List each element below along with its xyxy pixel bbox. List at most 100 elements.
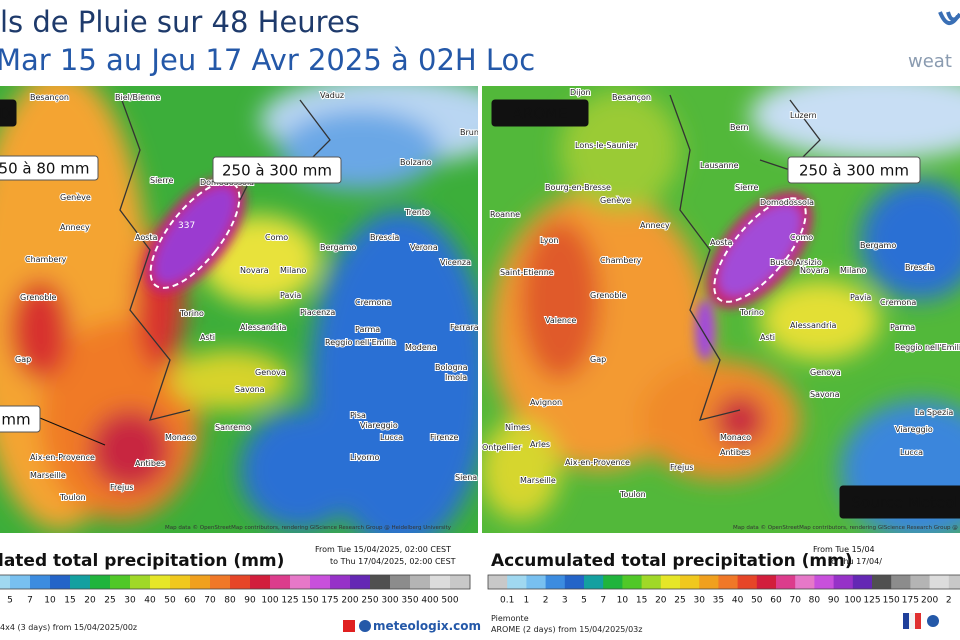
- city-label: Vicenza: [440, 258, 471, 267]
- scale-label: 200: [341, 596, 358, 606]
- scale-label: 30: [124, 596, 136, 606]
- colorbar-frame: [0, 574, 471, 590]
- city-label: Lausanne: [700, 161, 739, 170]
- city-label: Asti: [200, 333, 215, 342]
- city-label: Torino: [739, 308, 764, 317]
- scale-label: 300: [381, 596, 398, 606]
- scale-label: 1: [524, 596, 530, 606]
- colorbar-step: [910, 575, 931, 589]
- city-label: Aosta: [710, 238, 733, 247]
- colorbar-step: [756, 575, 777, 589]
- annotation: 50 à 80 mm: [0, 160, 89, 178]
- colorbar-step: [330, 575, 351, 589]
- city-label: Livorno: [350, 453, 380, 462]
- scale-label: 90: [828, 596, 840, 606]
- city-label: Genova: [255, 368, 286, 377]
- colorbar-step: [584, 575, 604, 589]
- attribution: Map data © OpenStreetMap contributors, r…: [733, 524, 960, 531]
- scale-label: 30: [693, 596, 705, 606]
- annotation-box: [839, 485, 960, 519]
- colorbar-step: [852, 575, 873, 589]
- colorbar-step: [929, 575, 950, 589]
- colorbar-step: [795, 575, 815, 589]
- colorbar-step: [230, 575, 251, 589]
- city-label: Arles: [530, 440, 550, 449]
- legend-title: Accumulated total precipitation (mm): [491, 551, 853, 571]
- city-label: Saint-Etienne: [500, 268, 554, 277]
- colorbar-step: [680, 575, 700, 589]
- colorbar-step: [90, 575, 111, 589]
- scale-label: 0.1: [500, 596, 514, 606]
- right-map: DijonBesançonChalon-sur-SaôneLons-le-Sau…: [482, 86, 960, 533]
- scale-label: 150: [301, 596, 318, 606]
- max-value: 337: [178, 221, 195, 231]
- colorbar-frame: [487, 574, 960, 590]
- city-label: Sierre: [150, 176, 173, 185]
- scale-label: 175: [902, 596, 919, 606]
- model-badge: AROME: [513, 105, 568, 123]
- city-label: Biel/Bienne: [115, 93, 160, 102]
- scale-label: 250: [361, 596, 378, 606]
- city-label: Parma: [355, 325, 380, 334]
- legend: lated total precipitation (mm) From Tue 1…: [0, 545, 960, 634]
- city-label: Bologna: [435, 363, 468, 372]
- scale-label: 40: [732, 596, 744, 606]
- scale-label: 20: [84, 596, 96, 606]
- scale-label: 50: [751, 596, 763, 606]
- scale-label: 20: [655, 596, 667, 606]
- colorbar-step: [0, 575, 11, 589]
- city-label: Modena: [405, 343, 437, 352]
- scale-label: 80: [224, 596, 236, 606]
- city-label: Vaduz: [320, 91, 344, 100]
- city-label: Brescia: [905, 263, 934, 272]
- colorbar-step: [872, 575, 892, 589]
- colorbar-step: [170, 575, 191, 589]
- city-label: Cremona: [880, 298, 916, 307]
- scale-label: 7: [600, 596, 606, 606]
- logo-text: weat: [908, 51, 952, 72]
- city-label: Annecy: [640, 221, 670, 230]
- colorbar-step: [737, 575, 758, 589]
- city-label: Genève: [600, 195, 631, 205]
- scale-label: 70: [204, 596, 216, 606]
- city-label: Bergamo: [860, 241, 896, 250]
- annotation-box: [212, 156, 342, 184]
- annotation-box: [787, 156, 921, 184]
- city-label: Lons-le-Saunier: [575, 141, 638, 150]
- city-label: Novara: [240, 266, 269, 275]
- colorbar-step: [718, 575, 739, 589]
- scale-label: 80: [809, 596, 821, 606]
- colorbar-step: [70, 575, 91, 589]
- city-label: Verona: [410, 243, 438, 252]
- scale-label: 5: [7, 596, 13, 606]
- flag-white: [909, 613, 915, 629]
- city-label: Alessandria: [790, 321, 837, 330]
- colorbar-step: [10, 575, 31, 589]
- scale-label: 25: [104, 596, 115, 606]
- city-label: Como: [265, 233, 288, 242]
- city-label: Luzern: [790, 111, 817, 120]
- city-label: Bern: [730, 123, 749, 132]
- city-label: Reggio nell'Emilia: [895, 343, 960, 352]
- city-label: Aix-en-Provence: [30, 453, 95, 462]
- city-label: Imola: [445, 373, 467, 382]
- colorbar-step: [526, 575, 547, 589]
- city-label: Novara: [800, 266, 829, 275]
- city-label: Genova: [810, 368, 841, 377]
- colorbar-step: [507, 575, 527, 589]
- scale-label: 15: [636, 596, 647, 606]
- annotation: Source Meteol: [852, 494, 959, 512]
- model-badge-box: [491, 99, 589, 127]
- city-label: Monaco: [720, 433, 751, 442]
- subtitle: Mar 15 au Jeu 17 Avr 2025 à 02H Loc: [0, 43, 535, 77]
- legend-to: to Thu 17/04/: [828, 557, 882, 566]
- city-label: Marseille: [520, 476, 556, 485]
- logo-mark: [938, 11, 960, 25]
- model-badge: D: [0, 105, 11, 123]
- city-label: Chambery: [25, 255, 67, 264]
- city-label: Lyon: [540, 236, 558, 245]
- scale-label: 50: [164, 596, 176, 606]
- city-label: Trento: [404, 208, 430, 217]
- colorbar-step: [210, 575, 231, 589]
- city-label: Torino: [179, 309, 204, 318]
